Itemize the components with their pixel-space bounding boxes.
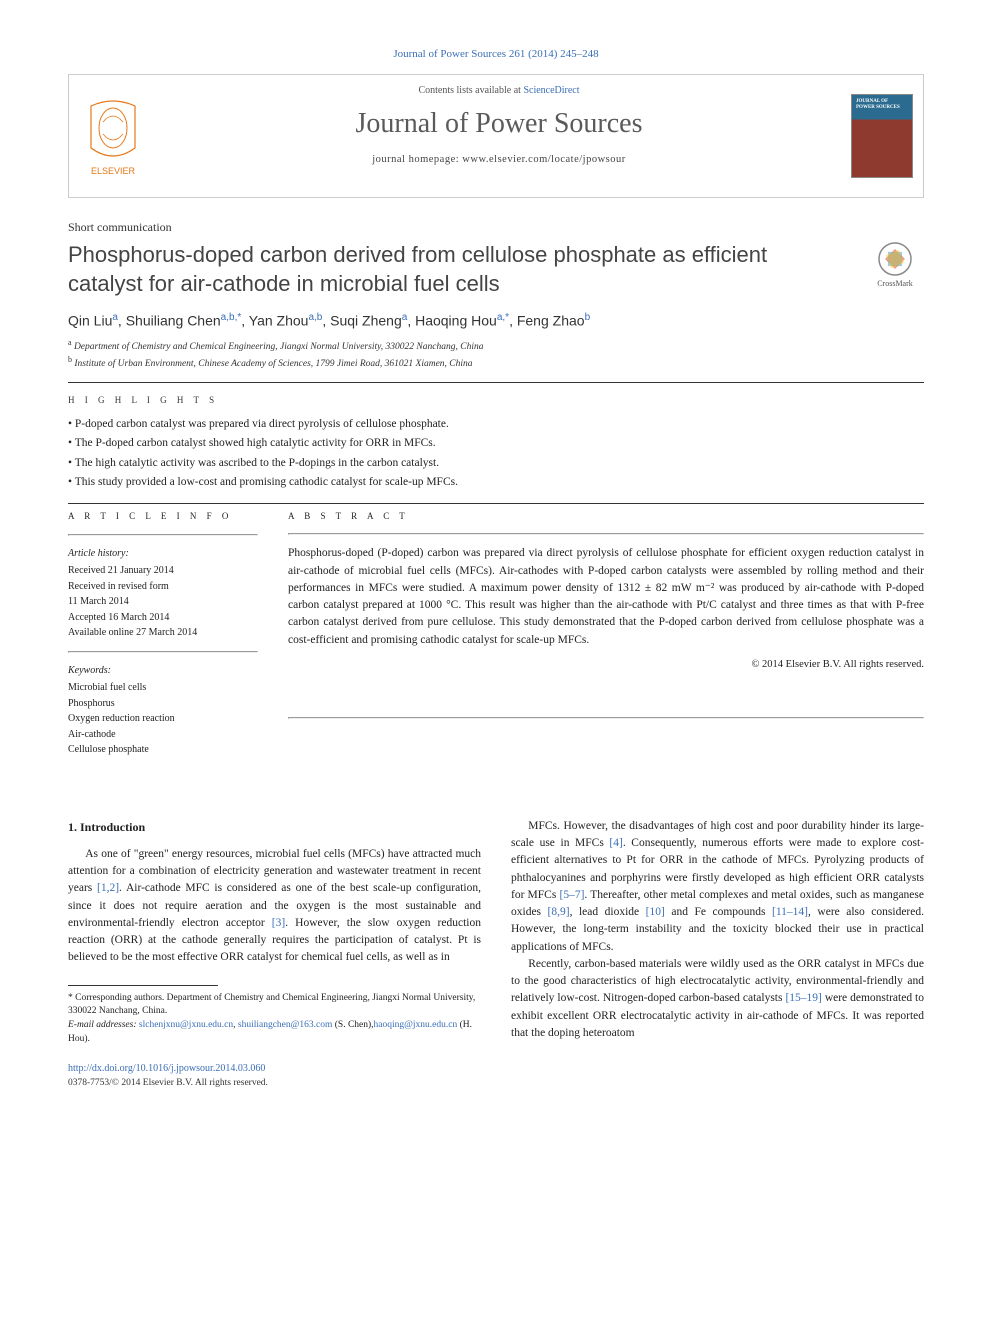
copyright-line: © 2014 Elsevier B.V. All rights reserved… xyxy=(288,657,924,673)
highlights-label: H I G H L I G H T S xyxy=(68,395,924,405)
email-link[interactable]: shuiliangchen@163.com xyxy=(238,1020,333,1030)
crossmark-badge[interactable]: CrossMark xyxy=(866,241,924,288)
keyword: Air-cathode xyxy=(68,727,258,743)
abstract-text: Phosphorus-doped (P-doped) carbon was pr… xyxy=(288,545,924,649)
article-info-column: A R T I C L E I N F O Article history: R… xyxy=(68,510,258,758)
history-heading: Article history: xyxy=(68,546,258,562)
footnotes: * Corresponding authors. Department of C… xyxy=(68,992,481,1047)
body-paragraph: MFCs. However, the disadvantages of high… xyxy=(511,818,924,956)
journal-homepage: journal homepage: www.elsevier.com/locat… xyxy=(157,154,841,165)
history-line: 11 March 2014 xyxy=(68,594,258,610)
affiliation-line: a Department of Chemistry and Chemical E… xyxy=(68,337,924,354)
article-type: Short communication xyxy=(68,220,924,235)
history-line: Available online 27 March 2014 xyxy=(68,625,258,641)
affiliation-line: b Institute of Urban Environment, Chines… xyxy=(68,354,924,371)
abstract-label: A B S T R A C T xyxy=(288,510,924,524)
body-paragraph: As one of "green" energy resources, micr… xyxy=(68,846,481,967)
article-info-label: A R T I C L E I N F O xyxy=(68,510,258,524)
keyword: Oxygen reduction reaction xyxy=(68,711,258,727)
rule xyxy=(68,382,924,383)
highlights-list: P-doped carbon catalyst was prepared via… xyxy=(68,415,924,493)
highlight-item: The P-doped carbon catalyst showed high … xyxy=(68,434,924,454)
affiliations: a Department of Chemistry and Chemical E… xyxy=(68,337,924,372)
highlight-item: P-doped carbon catalyst was prepared via… xyxy=(68,415,924,435)
authors: Qin Liua, Shuiliang Chena,b,*, Yan Zhoua… xyxy=(68,312,924,329)
highlight-item: The high catalytic activity was ascribed… xyxy=(68,454,924,474)
article-title: Phosphorus-doped carbon derived from cel… xyxy=(68,241,808,298)
history-line: Received 21 January 2014 xyxy=(68,563,258,579)
history-line: Received in revised form xyxy=(68,579,258,595)
keywords-heading: Keywords: xyxy=(68,663,258,679)
email-addresses: E-mail addresses: slchenjxnu@jxnu.edu.cn… xyxy=(68,1019,481,1047)
highlight-item: This study provided a low-cost and promi… xyxy=(68,473,924,493)
elsevier-logo: ELSEVIER xyxy=(69,75,157,197)
issn-copyright: 0378-7753/© 2014 Elsevier B.V. All right… xyxy=(68,1076,481,1090)
journal-header: ELSEVIER Contents lists available at Sci… xyxy=(68,74,924,198)
contents-available: Contents lists available at ScienceDirec… xyxy=(157,85,841,96)
keyword: Microbial fuel cells xyxy=(68,680,258,696)
section-heading-intro: 1. Introduction xyxy=(68,818,481,836)
keyword: Cellulose phosphate xyxy=(68,742,258,758)
journal-cover-thumb: JOURNAL OF POWER SOURCES xyxy=(841,75,923,197)
doi-link[interactable]: http://dx.doi.org/10.1016/j.jpowsour.201… xyxy=(68,1061,481,1076)
footnote-rule xyxy=(68,985,218,986)
email-link[interactable]: haoqing@jxnu.edu.cn xyxy=(374,1020,458,1030)
citation-line: Journal of Power Sources 261 (2014) 245–… xyxy=(68,48,924,60)
svg-text:ELSEVIER: ELSEVIER xyxy=(91,166,136,176)
journal-name: Journal of Power Sources xyxy=(157,108,841,140)
history-line: Accepted 16 March 2014 xyxy=(68,610,258,626)
body-paragraph: Recently, carbon-based materials were wi… xyxy=(511,956,924,1042)
email-link[interactable]: slchenjxnu@jxnu.edu.cn xyxy=(139,1020,233,1030)
keyword: Phosphorus xyxy=(68,696,258,712)
abstract-column: A B S T R A C T Phosphorus-doped (P-dope… xyxy=(288,510,924,758)
corresponding-author-note: * Corresponding authors. Department of C… xyxy=(68,992,481,1020)
sciencedirect-link[interactable]: ScienceDirect xyxy=(523,85,579,96)
rule xyxy=(68,503,924,504)
